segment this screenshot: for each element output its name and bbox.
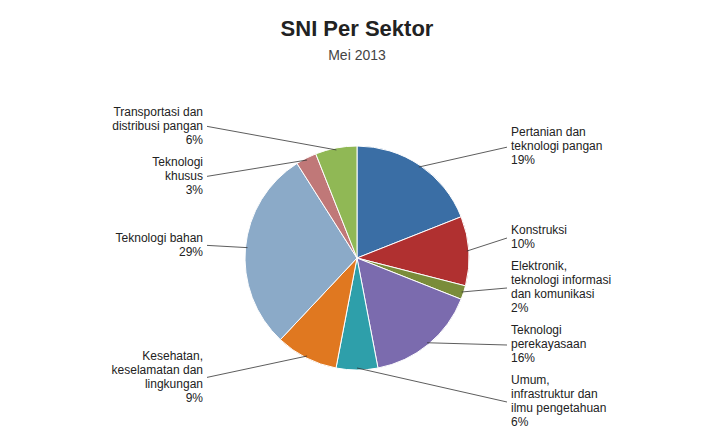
- svg-text:Pertanian danteknologi pangan1: Pertanian danteknologi pangan19%: [511, 125, 602, 167]
- svg-text:Teknologikhusus3%: Teknologikhusus3%: [152, 155, 203, 197]
- svg-text:Konstruksi10%: Konstruksi10%: [511, 223, 567, 251]
- svg-text:Elektronik,teknologi informasi: Elektronik,teknologi informasidan komuni…: [511, 259, 611, 315]
- svg-text:Umum,infrastruktur danilmu pen: Umum,infrastruktur danilmu pengetahuan6%: [511, 373, 606, 429]
- svg-text:Teknologiperekayasaan16%: Teknologiperekayasaan16%: [511, 323, 586, 365]
- svg-text:Teknologi bahan29%: Teknologi bahan29%: [116, 231, 204, 259]
- svg-text:Kesehatan,keselamatan danlingk: Kesehatan,keselamatan danlingkungan9%: [112, 349, 204, 405]
- html-text:Mei 2013: Mei 2013: [328, 47, 386, 63]
- html-text:SNI Per Sektor: SNI Per Sektor: [280, 16, 434, 41]
- svg-text:Transportasi dandistribusi pan: Transportasi dandistribusi pangan6%: [112, 105, 203, 147]
